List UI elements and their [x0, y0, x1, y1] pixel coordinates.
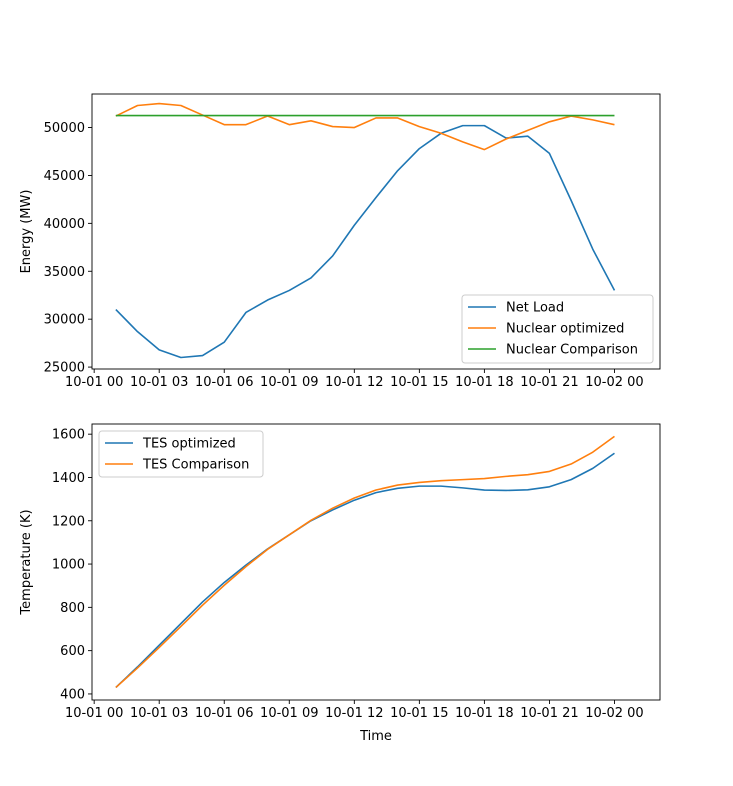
axes-frame [91, 423, 661, 701]
x-tick-label: 10-01 06 [195, 375, 253, 390]
series-line-2 [115, 102, 615, 151]
x-tick-label: 10-02 00 [585, 375, 643, 390]
y-tick-label: 45000 [44, 169, 85, 184]
legend: Net Load Nuclear optimized Nuclear Compari… [461, 294, 654, 364]
legend-label: TES optimized [142, 437, 236, 452]
y-tick-label: 1200 [52, 514, 85, 529]
x-tick-label: 10-01 00 [65, 375, 123, 390]
y-tick-label: 25000 [44, 361, 85, 376]
legend-label: TES Comparison [142, 458, 249, 473]
legend: TES optimized TES Comparison [98, 430, 264, 478]
temperature-chart: 10-01 00 10-01 03 10-01 06 10-01 09 10-01 12… [19, 423, 661, 744]
y-tick-label: 1400 [52, 471, 85, 486]
x-tick-label: 10-01 12 [325, 706, 383, 721]
x-tick-label: 10-01 18 [455, 706, 513, 721]
y-tick-label: 40000 [44, 217, 85, 232]
x-tick-label: 10-01 21 [520, 375, 578, 390]
x-tick-label: 10-02 00 [585, 706, 643, 721]
y-axis-label: Temperature (K) [19, 509, 34, 615]
x-tick-label: 10-01 18 [455, 375, 513, 390]
y-tick-label: 800 [60, 601, 85, 616]
x-tick-label: 10-01 15 [390, 706, 448, 721]
series-line-1 [115, 452, 615, 689]
x-axis-label: Time [359, 729, 392, 744]
y-tick-label: 50000 [44, 121, 85, 136]
y-tick-label: 1000 [52, 558, 85, 573]
legend-box [98, 430, 264, 478]
y-tick-label: 400 [60, 687, 85, 702]
x-tick-label: 10-01 12 [325, 375, 383, 390]
y-tick-label: 600 [60, 644, 85, 659]
y-tick-label: 35000 [44, 265, 85, 280]
energy-chart: 10-01 00 10-01 03 10-01 06 10-01 09 10-01 12… [19, 93, 661, 390]
x-tick-label: 10-01 15 [390, 375, 448, 390]
x-tick-label: 10-01 09 [260, 706, 318, 721]
x-tick-label: 10-01 03 [130, 706, 188, 721]
x-tick-label: 10-01 00 [65, 706, 123, 721]
series-line-1 [115, 124, 616, 359]
axes-frame [91, 93, 661, 370]
x-tick-label: 10-01 03 [130, 375, 188, 390]
x-tick-label: 10-01 21 [520, 706, 578, 721]
y-tick-label: 1600 [52, 428, 85, 443]
y-tick-label: 30000 [44, 313, 85, 328]
legend-label: Nuclear optimized [506, 322, 624, 337]
legend-label: Nuclear Comparison [506, 343, 638, 358]
series-line-2 [115, 435, 615, 689]
legend-box [461, 294, 654, 364]
y-axis-label: Energy (MW) [19, 190, 34, 274]
legend-label: Net Load [506, 301, 564, 316]
x-tick-label: 10-01 06 [195, 706, 253, 721]
x-tick-label: 10-01 09 [260, 375, 318, 390]
